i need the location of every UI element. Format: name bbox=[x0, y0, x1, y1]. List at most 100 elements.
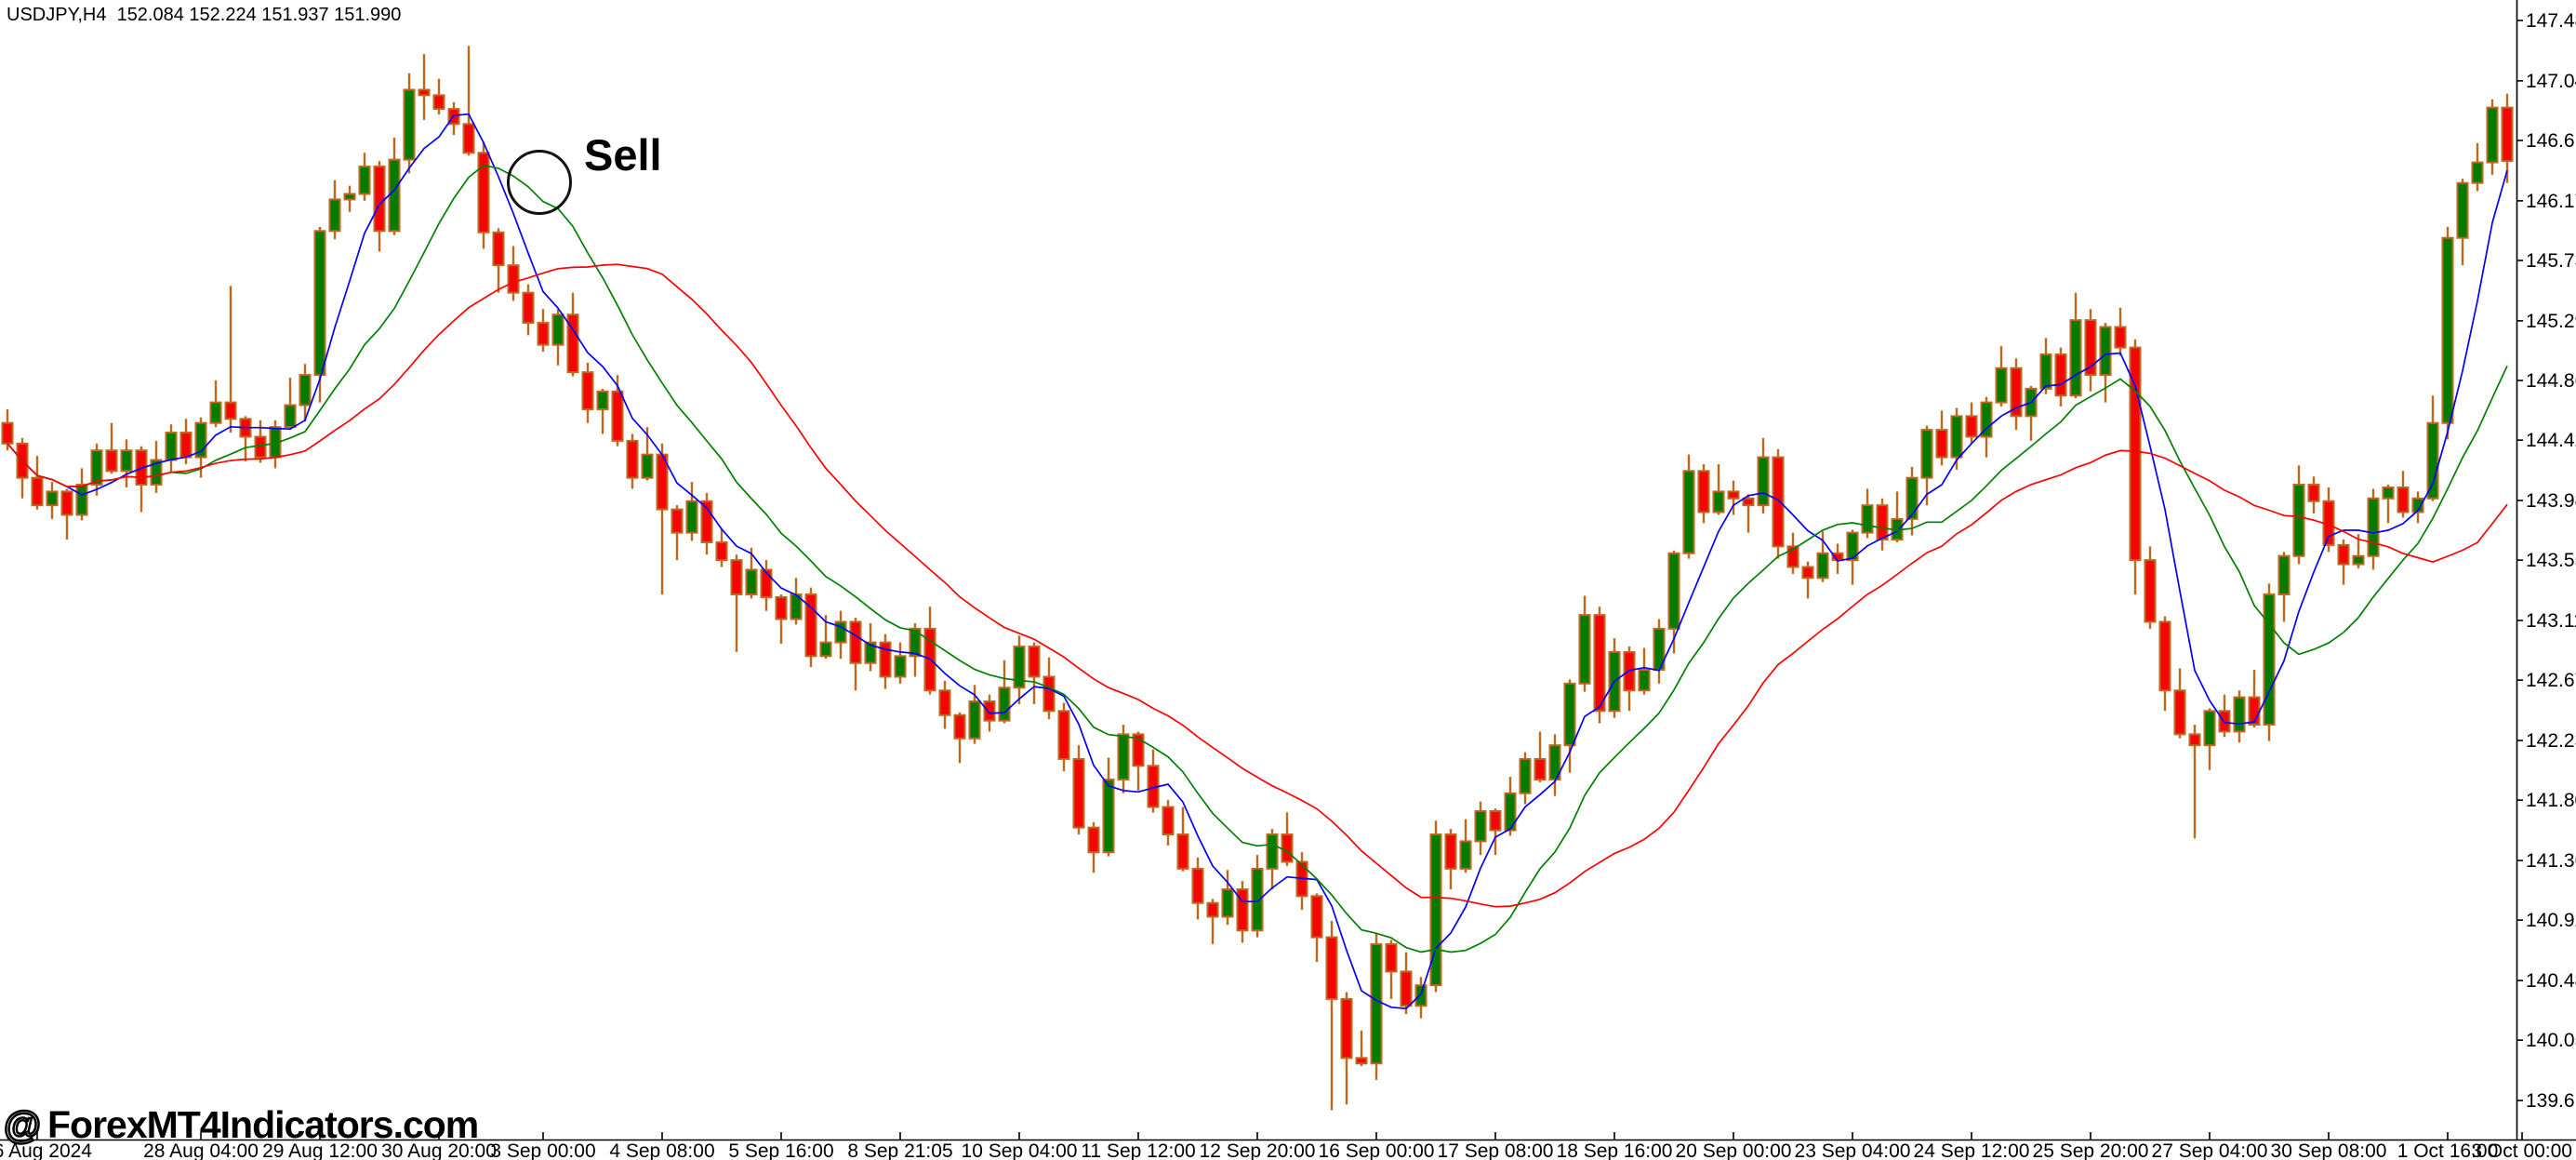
price-tick-label: 141.800 bbox=[2526, 790, 2576, 811]
time-tick-label: 12 Sep 20:00 bbox=[1200, 1140, 1316, 1160]
candle-bear bbox=[1801, 566, 1814, 580]
watermark-site-text: ForexMT4Indicators.com bbox=[46, 1103, 479, 1146]
candle-bear bbox=[105, 449, 118, 473]
time-tick-label: 27 Sep 04:00 bbox=[2152, 1140, 2268, 1160]
candle-bear bbox=[522, 291, 535, 325]
candle-bull bbox=[968, 700, 981, 740]
candle-bull bbox=[641, 453, 654, 479]
candle-bull bbox=[1370, 942, 1383, 1065]
ma-line-slow bbox=[7, 263, 2508, 908]
candles-layer bbox=[1, 46, 2514, 1111]
candle-bear bbox=[849, 620, 862, 664]
candle-bear bbox=[1042, 675, 1056, 713]
time-tick-label: 24 Sep 12:00 bbox=[1914, 1140, 2030, 1160]
candle-bull bbox=[1563, 682, 1576, 747]
symbol-ohlc-title: USDJPY,H4 152.084 152.224 151.937 151.99… bbox=[7, 5, 402, 25]
candle-bear bbox=[775, 595, 788, 620]
candle-bear bbox=[1176, 833, 1189, 870]
candle-bear bbox=[1593, 614, 1606, 713]
candle-bull bbox=[834, 620, 847, 644]
candle-bear bbox=[1236, 887, 1249, 932]
sell-signal-circle bbox=[507, 150, 572, 215]
price-tick-label: 142.235 bbox=[2526, 730, 2576, 752]
candle-bull bbox=[313, 230, 326, 377]
candle-bear bbox=[2054, 353, 2067, 397]
candle-bull bbox=[1474, 809, 1487, 843]
candle-bear bbox=[537, 322, 550, 346]
candle-bear bbox=[2084, 319, 2097, 377]
candle-bull bbox=[90, 449, 103, 487]
candle-bull bbox=[1920, 429, 1933, 479]
time-tick-label: 29 Aug 12:00 bbox=[262, 1140, 378, 1160]
candle-bull bbox=[2039, 353, 2052, 390]
candle-bull bbox=[1117, 733, 1130, 781]
candle-bear bbox=[1697, 470, 1710, 513]
candle-bull bbox=[2456, 181, 2469, 239]
candle-bull bbox=[2292, 484, 2305, 557]
candle-bear bbox=[760, 568, 773, 598]
candle-bull bbox=[1414, 984, 1427, 1007]
candle-bear bbox=[581, 371, 594, 410]
time-tick-label: 17 Sep 08:00 bbox=[1438, 1140, 1554, 1160]
candle-bull bbox=[2441, 236, 2454, 424]
candle-bull bbox=[2411, 497, 2424, 513]
price-tick-label: 139.610 bbox=[2526, 1090, 2576, 1112]
candle-bear bbox=[671, 508, 684, 534]
time-tick-label: 18 Sep 16:00 bbox=[1557, 1140, 1673, 1160]
candle-bull bbox=[194, 421, 207, 459]
time-tick-label: 8 Sep 21:05 bbox=[847, 1140, 952, 1160]
price-tick-label: 144.860 bbox=[2526, 370, 2576, 392]
candle-bull bbox=[596, 390, 609, 410]
candle-bear bbox=[1162, 806, 1175, 835]
candle-bear bbox=[462, 123, 475, 154]
candle-bear bbox=[1310, 895, 1323, 939]
candle-bear bbox=[938, 689, 951, 716]
candle-bear bbox=[1, 421, 14, 445]
candle-bull bbox=[2382, 486, 2395, 500]
candle-bull bbox=[1519, 757, 1532, 794]
price-tick-label: 140.485 bbox=[2526, 970, 2576, 992]
candle-bear bbox=[715, 540, 728, 562]
candle-bull bbox=[1548, 744, 1561, 781]
candle-bull bbox=[1013, 646, 1026, 689]
time-tick-label: 10 Sep 04:00 bbox=[962, 1140, 1078, 1160]
candle-bear bbox=[1057, 710, 1070, 760]
candle-bull bbox=[2367, 497, 2380, 557]
candle-bull bbox=[2099, 326, 2112, 377]
candle-bull bbox=[909, 627, 922, 658]
price-tick-label: 146.610 bbox=[2526, 130, 2576, 152]
candle-bull bbox=[685, 500, 698, 534]
candle-bear bbox=[953, 713, 966, 740]
price-tick-label: 140.050 bbox=[2526, 1030, 2576, 1051]
candle-bull bbox=[1459, 840, 1472, 870]
candle-bull bbox=[209, 401, 222, 424]
candle-bear bbox=[1340, 997, 1353, 1060]
candle-bear bbox=[1087, 826, 1100, 854]
candle-bull bbox=[1846, 531, 1859, 562]
candle-bull bbox=[745, 568, 758, 595]
price-tick-label: 143.985 bbox=[2526, 490, 2576, 512]
time-tick-label: 5 Sep 16:00 bbox=[728, 1140, 833, 1160]
candle-bear bbox=[611, 390, 624, 442]
price-tick-label: 140.925 bbox=[2526, 910, 2576, 931]
time-tick-label: 4 Sep 08:00 bbox=[609, 1140, 714, 1160]
candle-bull bbox=[1578, 614, 1591, 685]
candle-bear bbox=[1727, 490, 1740, 500]
candle-bull bbox=[2277, 554, 2291, 595]
time-tick-label: 20 Sep 00:00 bbox=[1676, 1140, 1792, 1160]
candle-bull bbox=[1757, 456, 1770, 507]
price-tick-label: 145.295 bbox=[2526, 311, 2576, 332]
candle-bull bbox=[1905, 476, 1919, 520]
time-tick-label: 30 Sep 08:00 bbox=[2271, 1140, 2387, 1160]
candle-bull bbox=[864, 641, 877, 664]
candle-bull bbox=[75, 484, 88, 516]
watermark-at-symbol: @ bbox=[3, 1102, 42, 1148]
candle-bear bbox=[418, 88, 431, 97]
candle-bear bbox=[2010, 367, 2023, 418]
ma-line-medium bbox=[7, 164, 2508, 953]
candle-bull bbox=[328, 198, 341, 233]
candle-bull bbox=[1429, 833, 1442, 987]
candle-bull bbox=[1950, 415, 1963, 459]
candle-bull bbox=[2233, 696, 2246, 733]
